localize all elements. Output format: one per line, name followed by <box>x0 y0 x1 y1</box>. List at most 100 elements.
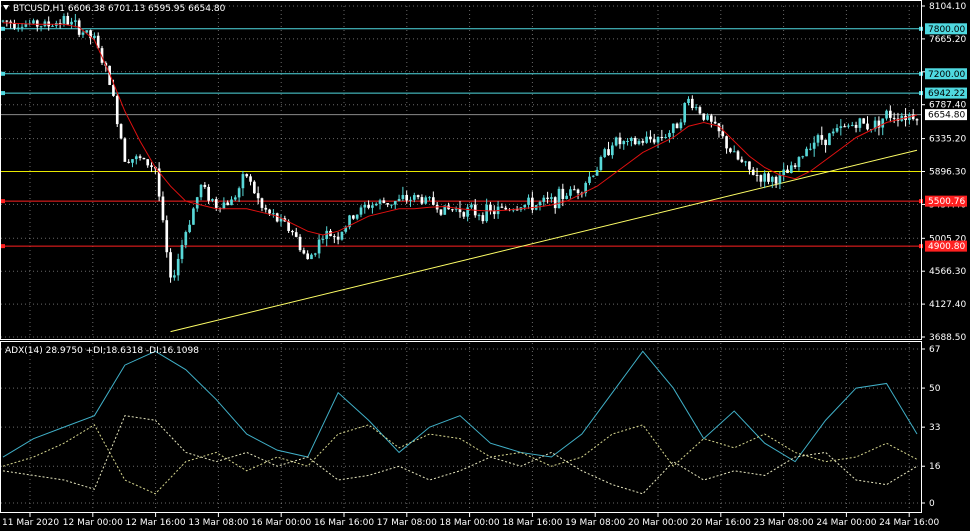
candle-body <box>253 181 256 194</box>
candle-body <box>588 176 591 183</box>
time-tick-label: 20 Mar 16:00 <box>691 518 751 528</box>
time-tick-label: 24 Mar 00:00 <box>816 518 876 528</box>
candle-body <box>786 169 789 174</box>
candle-body <box>386 203 389 205</box>
candle-body <box>641 141 645 143</box>
price-level-handle[interactable] <box>1 199 5 204</box>
price-level-tag-label[interactable]: 7800.00 <box>928 25 965 35</box>
candle-body <box>770 176 774 182</box>
candle-body <box>81 32 85 35</box>
candle-body <box>214 199 218 208</box>
trendline-group[interactable] <box>170 149 918 333</box>
current-price-tag <box>925 109 967 121</box>
price-level-tag[interactable] <box>925 195 967 207</box>
candle-body <box>569 189 572 196</box>
candle-body <box>523 204 527 208</box>
candle-body <box>355 214 359 219</box>
candle-body <box>332 236 336 238</box>
time-tick-label: 12 Mar 00:00 <box>63 518 123 528</box>
candle-body <box>420 197 424 204</box>
candle-body <box>694 107 698 109</box>
trendline[interactable] <box>170 149 918 333</box>
price-tick-label: 3688.50 <box>929 333 966 343</box>
candle-body <box>557 188 561 209</box>
candle-body <box>873 120 877 130</box>
price-level-handle[interactable] <box>1 71 5 76</box>
candle-body <box>683 103 687 123</box>
candle-body <box>671 123 675 133</box>
price-tick-label: 6335.20 <box>929 135 966 145</box>
candle-body <box>736 151 740 160</box>
candle-body <box>713 121 717 124</box>
candle-body <box>298 236 302 251</box>
price-level-tag[interactable] <box>925 23 967 35</box>
candle-body <box>527 197 530 205</box>
candle-body <box>336 236 340 240</box>
moving-average-group <box>2 22 918 236</box>
price-level-handle[interactable] <box>1 91 5 96</box>
candle-body <box>35 20 39 27</box>
candle-body <box>630 137 633 141</box>
candle-body <box>401 195 405 199</box>
candle-body <box>157 168 161 197</box>
candle-body <box>782 169 786 175</box>
candle-body <box>371 205 374 208</box>
candle-body <box>687 98 690 104</box>
candle-body <box>264 207 268 210</box>
candle-body <box>291 230 294 233</box>
price-level-tag-label[interactable]: 4900.80 <box>928 242 965 252</box>
time-tick-label: 11 Mar 2020 <box>2 518 59 528</box>
price-level-tag-label[interactable]: 6942.22 <box>928 89 965 99</box>
price-level-tag[interactable] <box>925 68 967 80</box>
candle-body <box>614 137 618 146</box>
candle-body <box>550 197 553 199</box>
candle-body <box>161 196 165 221</box>
plus-di-line <box>2 424 918 495</box>
price-level-handle[interactable] <box>1 26 5 31</box>
candle-body <box>622 141 626 145</box>
adx-line <box>2 350 918 463</box>
candle-body <box>576 189 580 194</box>
candle-body <box>16 27 20 29</box>
candle-body <box>306 253 309 260</box>
candle-body <box>245 174 249 177</box>
candle-body <box>531 197 534 210</box>
candle-body <box>828 133 831 146</box>
candle-body <box>824 139 827 146</box>
candle-body <box>572 189 576 191</box>
price-level-tag-label[interactable]: 7200.00 <box>928 70 965 80</box>
candle-body <box>470 204 473 208</box>
candle-body <box>9 21 12 24</box>
price-level-labels[interactable]: 7800.00 7200.00 6942.22 5896.30 5500.76 4900.… <box>925 23 967 252</box>
candle-body <box>668 132 671 138</box>
price-level-lines[interactable] <box>1 26 923 249</box>
candle-body <box>348 215 351 228</box>
candle-body <box>134 156 138 160</box>
candle-body <box>237 188 241 198</box>
candle-body <box>233 197 237 200</box>
candle-body <box>820 135 824 140</box>
candle-body <box>416 195 420 198</box>
candle-body <box>561 188 565 199</box>
candle-body <box>367 204 370 208</box>
candle-body <box>321 238 325 240</box>
price-level-tag-label[interactable]: 5500.76 <box>928 197 965 207</box>
candle-body <box>279 218 283 222</box>
price-level-tag-label[interactable]: 5896.30 <box>929 168 966 178</box>
candle-body <box>611 145 614 156</box>
candle-body <box>793 165 797 168</box>
candle-body <box>195 197 199 209</box>
price-level-tag[interactable] <box>925 87 967 99</box>
candle-body <box>405 195 409 201</box>
candle-body <box>809 148 812 150</box>
candle-body <box>58 23 62 25</box>
candle-body <box>428 197 431 199</box>
candlestick-series <box>1 12 919 283</box>
candle-body <box>854 124 858 128</box>
candle-body <box>847 125 850 127</box>
candle-body <box>835 127 839 132</box>
price-level-handle[interactable] <box>1 244 5 249</box>
price-level-tag[interactable] <box>925 166 967 177</box>
price-level-tag[interactable] <box>925 240 967 252</box>
